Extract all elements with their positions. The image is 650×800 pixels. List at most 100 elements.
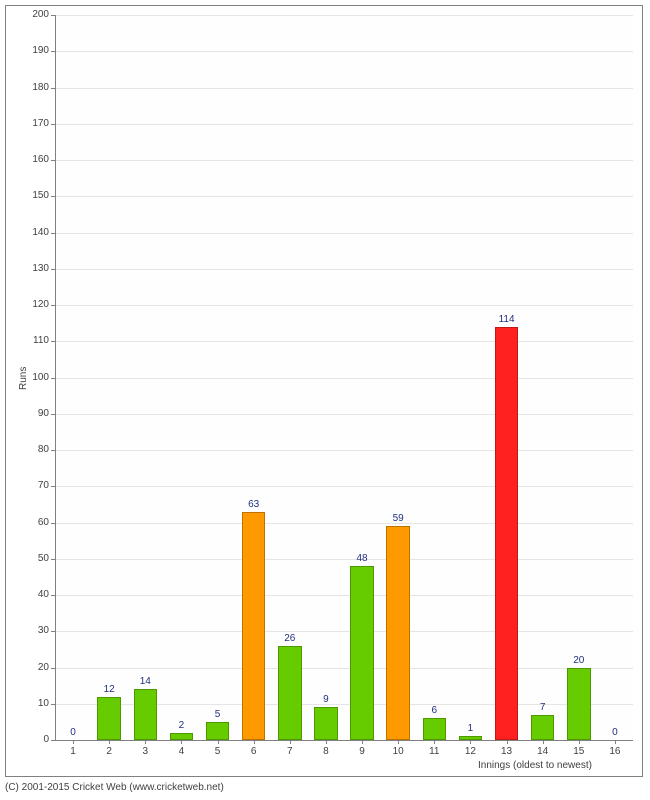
bar-value-label: 12 (89, 684, 129, 695)
bar-value-label: 1 (450, 723, 490, 734)
y-tick-label: 80 (23, 444, 49, 455)
bar-value-label: 0 (595, 727, 635, 738)
x-tick-label: 11 (419, 746, 449, 757)
x-tick (109, 740, 110, 744)
bar-value-label: 63 (234, 499, 274, 510)
x-tick-label: 1 (58, 746, 88, 757)
gridline (55, 196, 633, 197)
bar-value-label: 114 (487, 314, 527, 325)
gridline (55, 486, 633, 487)
gridline (55, 523, 633, 524)
gridline (55, 341, 633, 342)
x-tick (218, 740, 219, 744)
bar (386, 526, 409, 740)
x-tick (470, 740, 471, 744)
y-axis-title: Runs (18, 366, 29, 389)
y-tick-label: 160 (23, 154, 49, 165)
bar-value-label: 20 (559, 655, 599, 666)
y-tick-label: 170 (23, 118, 49, 129)
x-tick (73, 740, 74, 744)
x-tick-label: 15 (564, 746, 594, 757)
x-tick-label: 12 (455, 746, 485, 757)
bar-value-label: 48 (342, 553, 382, 564)
gridline (55, 668, 633, 669)
y-tick-label: 30 (23, 625, 49, 636)
y-tick-label: 120 (23, 299, 49, 310)
gridline (55, 51, 633, 52)
bar (567, 668, 590, 741)
y-tick-label: 180 (23, 82, 49, 93)
gridline (55, 305, 633, 306)
bar (531, 715, 554, 740)
bar-value-label: 7 (523, 702, 563, 713)
y-tick-label: 0 (23, 734, 49, 745)
y-tick-label: 190 (23, 45, 49, 56)
x-tick-label: 13 (492, 746, 522, 757)
y-axis-line (55, 15, 56, 740)
y-tick-label: 90 (23, 408, 49, 419)
x-tick (145, 740, 146, 744)
gridline (55, 233, 633, 234)
y-tick-label: 10 (23, 698, 49, 709)
y-tick-label: 150 (23, 190, 49, 201)
x-tick-label: 2 (94, 746, 124, 757)
gridline (55, 88, 633, 89)
x-tick-label: 4 (166, 746, 196, 757)
y-tick-label: 50 (23, 553, 49, 564)
bar (242, 512, 265, 740)
bar (206, 722, 229, 740)
y-tick-label: 20 (23, 662, 49, 673)
x-tick-label: 9 (347, 746, 377, 757)
gridline (55, 378, 633, 379)
x-tick (543, 740, 544, 744)
x-tick-label: 7 (275, 746, 305, 757)
x-tick (579, 740, 580, 744)
bar-value-label: 26 (270, 633, 310, 644)
x-axis-title: Innings (oldest to newest) (478, 760, 592, 771)
x-tick (290, 740, 291, 744)
x-tick (398, 740, 399, 744)
y-tick-label: 140 (23, 227, 49, 238)
x-tick-label: 16 (600, 746, 630, 757)
gridline (55, 124, 633, 125)
x-axis-line (55, 740, 633, 741)
bar (134, 689, 157, 740)
x-tick-label: 10 (383, 746, 413, 757)
bar (495, 327, 518, 740)
bar (423, 718, 446, 740)
x-tick (615, 740, 616, 744)
gridline (55, 15, 633, 16)
gridline (55, 450, 633, 451)
x-tick (254, 740, 255, 744)
gridline (55, 595, 633, 596)
gridline (55, 160, 633, 161)
x-tick (507, 740, 508, 744)
x-tick (326, 740, 327, 744)
x-tick (362, 740, 363, 744)
copyright-text: (C) 2001-2015 Cricket Web (www.cricketwe… (5, 782, 224, 793)
x-tick-label: 8 (311, 746, 341, 757)
bar (350, 566, 373, 740)
bar (97, 697, 120, 741)
bar (314, 707, 337, 740)
bar-value-label: 6 (414, 705, 454, 716)
bar-value-label: 14 (125, 676, 165, 687)
y-tick-label: 70 (23, 480, 49, 491)
y-tick-label: 40 (23, 589, 49, 600)
x-tick-label: 3 (130, 746, 160, 757)
y-tick-label: 200 (23, 9, 49, 20)
bar (278, 646, 301, 740)
x-tick (434, 740, 435, 744)
bar (170, 733, 193, 740)
bar-value-label: 59 (378, 513, 418, 524)
x-tick-label: 14 (528, 746, 558, 757)
gridline (55, 631, 633, 632)
bar-value-label: 9 (306, 694, 346, 705)
y-tick-label: 130 (23, 263, 49, 274)
bar-value-label: 2 (161, 720, 201, 731)
chart-container: 0102030405060708090100110120130140150160… (0, 0, 650, 800)
x-tick-label: 5 (203, 746, 233, 757)
x-tick-label: 6 (239, 746, 269, 757)
x-tick (181, 740, 182, 744)
y-tick-label: 60 (23, 517, 49, 528)
